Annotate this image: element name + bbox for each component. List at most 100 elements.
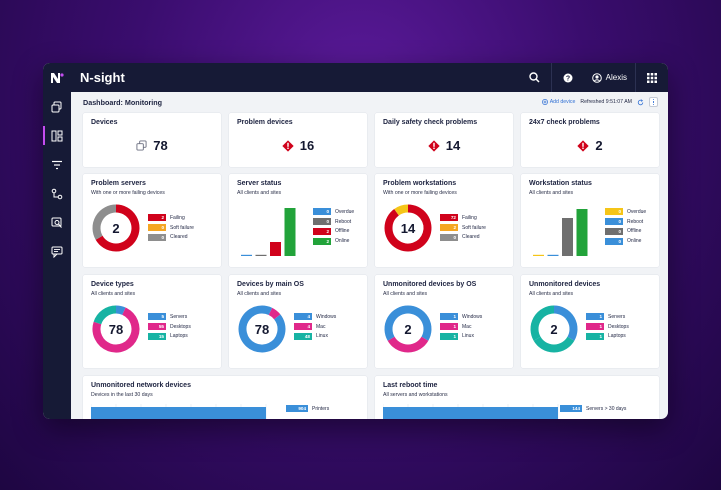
legend-value: 144 <box>560 405 582 413</box>
donut-slice[interactable] <box>384 305 409 341</box>
n-able-logo[interactable] <box>43 63 71 92</box>
bar[interactable] <box>284 208 296 256</box>
donut-slice[interactable] <box>268 307 281 320</box>
help-button[interactable]: ? <box>552 63 584 92</box>
add-device-label: Add device <box>549 99 576 105</box>
donut-slice[interactable] <box>387 336 429 353</box>
legend-item[interactable]: 0 Offline <box>605 227 646 236</box>
legend-item[interactable]: 72 Failing <box>440 214 486 222</box>
legend-item[interactable]: 0 Overdue <box>605 208 646 216</box>
legend-item[interactable]: 48 Linux <box>294 332 336 341</box>
legend-item[interactable]: 2 Offline <box>313 227 354 236</box>
donut-slice[interactable] <box>553 305 578 341</box>
legend-item[interactable]: 0 Reboot <box>605 218 646 226</box>
bar[interactable] <box>270 242 281 256</box>
bar[interactable] <box>255 254 267 256</box>
kpi-card-problem-devices[interactable]: Problem devices 16 <box>229 113 367 167</box>
kpi-card-devices[interactable]: Devices 78 <box>83 113 221 167</box>
donut-slice[interactable] <box>92 307 140 353</box>
kpi-card-daily-safety[interactable]: Daily safety check problems 14 <box>375 113 513 167</box>
apps-grid-button[interactable] <box>636 63 668 92</box>
bar[interactable] <box>562 218 573 256</box>
legend-value: 1 <box>440 323 458 331</box>
sidebar-item-messages[interactable] <box>43 237 71 266</box>
legend-label: Overdue <box>627 208 647 215</box>
kpi-title: Daily safety check problems <box>383 119 478 126</box>
legend-item[interactable]: 0 Reboot <box>313 218 354 226</box>
legend-item[interactable]: 2 Failing <box>148 214 194 222</box>
legend-item[interactable]: 1 Desktops <box>586 323 629 331</box>
legend-value: 0 <box>440 233 458 241</box>
legend-value: 15 <box>148 332 166 340</box>
legend-item[interactable]: 1 Servers <box>586 313 629 321</box>
donut-slice[interactable] <box>394 204 409 216</box>
add-device-link[interactable]: Add device <box>541 99 576 105</box>
legend-item[interactable]: 0 Cleared <box>148 233 194 242</box>
problem-servers-card[interactable]: Problem servers With one or more failing… <box>83 174 221 267</box>
bar[interactable] <box>241 254 252 256</box>
card-title: Server status <box>237 180 282 187</box>
sidebar-item-filter[interactable] <box>43 150 71 179</box>
donut-slice[interactable] <box>93 305 117 325</box>
kpi-card-24x7[interactable]: 24x7 check problems 2 <box>521 113 659 167</box>
legend: 904 Printers <box>286 405 329 413</box>
bar[interactable] <box>576 209 588 256</box>
more-options-button[interactable] <box>649 97 658 107</box>
legend-item[interactable]: 4 Windows <box>294 313 336 321</box>
bar[interactable] <box>91 407 266 419</box>
legend-label: Soft failure <box>170 224 194 231</box>
donut-slice[interactable] <box>95 204 140 252</box>
problem-workstations-card[interactable]: Problem workstations With one or more fa… <box>375 174 513 267</box>
legend-label: Failing <box>170 214 185 221</box>
card-subtitle: With one or more failing devices <box>383 190 457 196</box>
devices-by-os-card[interactable]: Devices by main OS All clients and sites… <box>229 275 367 368</box>
legend-item[interactable]: 5 Servers <box>148 313 191 321</box>
legend-item[interactable]: 0 Overdue <box>313 208 354 216</box>
legend-item[interactable]: 1 Mac <box>440 323 482 331</box>
user-icon <box>591 72 602 83</box>
legend-item[interactable]: 55 Desktops <box>148 323 191 331</box>
legend-item[interactable]: 2 Soft failure <box>440 224 486 232</box>
last-reboot-card[interactable]: Last reboot time All servers and worksta… <box>375 376 659 419</box>
sidebar-item-reports[interactable] <box>43 208 71 237</box>
legend-item[interactable]: 2 Online <box>313 237 354 245</box>
bar[interactable] <box>547 254 559 256</box>
legend-item[interactable]: 1 Laptops <box>586 332 629 341</box>
bar[interactable] <box>533 254 544 256</box>
donut-slice[interactable] <box>261 305 273 316</box>
legend-value: 48 <box>294 332 312 340</box>
bar[interactable] <box>383 407 558 419</box>
unmonitored-devices-card[interactable]: Unmonitored devices All clients and site… <box>521 275 659 368</box>
donut-slice[interactable] <box>92 204 117 240</box>
donut-slice[interactable] <box>533 336 575 353</box>
donut-slice[interactable] <box>238 305 286 353</box>
legend-item[interactable]: 0 Soft failure <box>148 224 194 232</box>
server-status-card[interactable]: Server status All clients and sites 0 Ove… <box>229 174 367 267</box>
unmonitored-by-os-card[interactable]: Unmonitored devices by OS All clients an… <box>375 275 513 368</box>
workstation-status-card[interactable]: Workstation status All clients and sites… <box>521 174 659 267</box>
refresh-icon[interactable] <box>637 98 644 106</box>
donut-slice[interactable] <box>407 305 432 341</box>
donut-slice[interactable] <box>384 204 432 252</box>
legend-item[interactable]: 0 Cleared <box>440 233 486 242</box>
legend-item[interactable]: 4 Mac <box>294 323 336 331</box>
legend-label: Soft failure <box>462 224 486 231</box>
search-button[interactable] <box>519 63 551 92</box>
legend-label: Linux <box>316 333 328 340</box>
legend-item[interactable]: 904 Printers <box>286 405 329 413</box>
sidebar-item-dashboard[interactable] <box>43 121 71 150</box>
legend-item[interactable]: 0 Online <box>605 237 646 245</box>
donut-center-value: 2 <box>112 220 120 236</box>
legend-item[interactable]: 1 Windows <box>440 313 482 321</box>
user-menu[interactable]: Alexis <box>584 72 635 83</box>
legend-item[interactable]: 144 Servers > 30 days <box>560 405 626 413</box>
unmonitored-network-card[interactable]: Unmonitored network devices Devices in t… <box>83 376 367 419</box>
donut-slice[interactable] <box>115 305 126 315</box>
sidebar-item-network[interactable] <box>43 179 71 208</box>
sidebar-item-devices[interactable] <box>43 92 71 121</box>
card-title: Workstation status <box>529 180 592 187</box>
legend-item[interactable]: 15 Laptops <box>148 332 191 341</box>
legend-item[interactable]: 1 Linux <box>440 332 482 341</box>
donut-slice[interactable] <box>530 305 555 341</box>
